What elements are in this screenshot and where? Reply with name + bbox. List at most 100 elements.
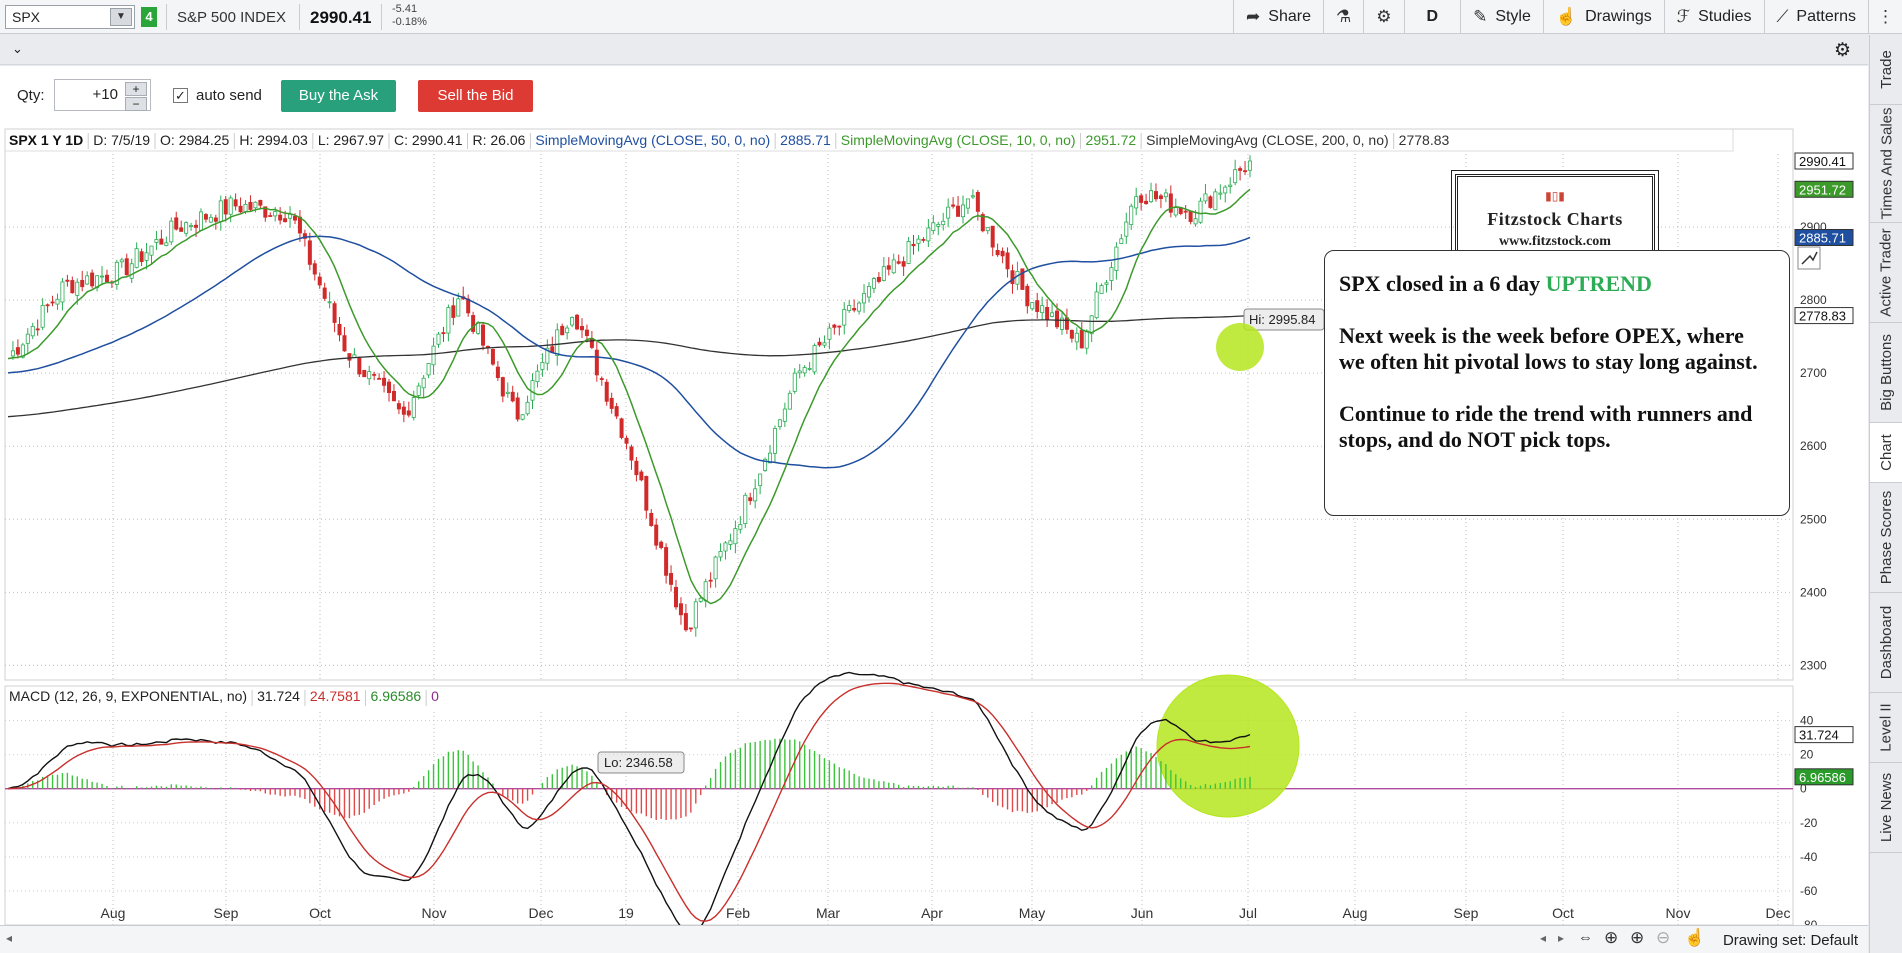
zoom-in-icon[interactable]: ⊕ (1630, 928, 1645, 947)
candle-body (936, 224, 941, 227)
autosend-checkbox[interactable]: ✓ (173, 88, 188, 103)
qty-decrement-button[interactable]: − (125, 97, 147, 111)
drawing-set-label[interactable]: Drawing set: Default (1722, 932, 1858, 949)
candle-body (1153, 191, 1158, 200)
price-tick-label: 2500 (1800, 512, 1827, 526)
sell-bid-button[interactable]: Sell the Bid (418, 80, 533, 112)
rail-tab-trade[interactable]: Trade (1870, 35, 1902, 105)
candle-body (674, 586, 679, 608)
time-tick-label: Sep (1454, 905, 1479, 921)
link-group-badge[interactable]: 4 (141, 7, 157, 27)
candle-body (20, 344, 25, 358)
header-field: C: 2990.41 (394, 132, 463, 148)
candle-body (30, 325, 35, 337)
candle-body (599, 378, 604, 380)
chevron-down-icon[interactable]: ▼ (110, 8, 132, 26)
studies-button[interactable]: ℱ Studies (1663, 0, 1764, 34)
zoom-out-icon[interactable]: ⊖ (1656, 928, 1671, 947)
symbol-input[interactable]: SPX ▼ (5, 5, 135, 29)
candle-body (555, 329, 560, 356)
candle-body (609, 397, 614, 409)
candle-body (748, 497, 753, 502)
rail-tab-label: Level II (1878, 703, 1895, 752)
macd-tick-label: 20 (1800, 748, 1814, 762)
candle-body (174, 217, 179, 230)
scroll-left-icon-2[interactable]: ◂ (1540, 931, 1547, 945)
drawings-button[interactable]: ☝ Drawings (1542, 0, 1664, 34)
candle-body (956, 205, 961, 217)
pan-hand-icon[interactable]: ☝ (1684, 928, 1706, 947)
candle-body (852, 308, 857, 311)
chart-canvas[interactable]: SPX 1 Y 1D D: 7/5/19 O: 2984.25 H: 2994.03 L… (0, 124, 1868, 925)
time-tick-label: Feb (726, 905, 750, 921)
rail-tab-level-ii[interactable]: Level II (1870, 693, 1902, 763)
candle-body (184, 222, 189, 234)
candle-body (179, 227, 184, 232)
note-box[interactable]: SPX closed in a 6 day UPTREND Next week … (1324, 250, 1790, 516)
style-button[interactable]: ✎ Style (1460, 0, 1543, 34)
crosshair-icon[interactable]: ⊕ (1604, 928, 1619, 947)
price-highlight-circle (1216, 323, 1264, 371)
price-tags: 2990.41 2951.72 2885.71 2778.83 (1794, 152, 1854, 325)
time-tick-label: Jun (1131, 905, 1154, 921)
candle-body (1149, 190, 1154, 203)
rail-tab-dashboard[interactable]: Dashboard (1870, 593, 1902, 693)
header-field: 2951.72 (1086, 132, 1137, 148)
candle-body (268, 215, 273, 217)
expand-icon[interactable]: ⇔ (1578, 929, 1593, 946)
candle-body (362, 369, 367, 378)
candle-body (1040, 305, 1045, 314)
settings-button[interactable]: ⚙ (1363, 0, 1403, 34)
candle-body (1168, 193, 1173, 213)
candle-body (1015, 270, 1020, 285)
macd-tick-label: 0 (1800, 782, 1807, 796)
qty-label: Qty: (17, 87, 45, 104)
rail-tab-phase-scores[interactable]: Phase Scores (1870, 483, 1902, 593)
scroll-right-icon[interactable]: ▸ (1558, 931, 1565, 945)
candle-body (995, 250, 1000, 256)
rail-tab-big-buttons[interactable]: Big Buttons (1870, 323, 1902, 423)
header-field: 2778.83 (1399, 132, 1450, 148)
rail-tab-chart[interactable]: Chart (1870, 423, 1902, 483)
scroll-left-icon[interactable]: ◂ (6, 931, 13, 945)
price-header: SPX 1 Y 1D D: 7/5/19 O: 2984.25 H: 2994.03 L… (9, 132, 1449, 149)
candle-body (575, 314, 580, 330)
candle-body (50, 301, 55, 304)
candle-body (238, 205, 243, 213)
buy-ask-button[interactable]: Buy the Ask (281, 80, 396, 112)
candle-body (1223, 186, 1228, 194)
symbol-value: SPX (12, 9, 41, 25)
more-menu-button[interactable]: ⋮ (1868, 0, 1902, 34)
candle-body (104, 274, 109, 282)
price-tick-label: 2800 (1800, 293, 1827, 307)
share-button[interactable]: ➦ Share (1233, 0, 1323, 34)
macd-tags: 31.724 6.96586 (1794, 726, 1854, 786)
candle-body (693, 601, 698, 629)
macd-grid (5, 720, 1793, 925)
toolbar-tools: ➦ Share ⚗ ⚙ D ✎ Style ☝ Drawings ℱ Studi… (1233, 0, 1902, 34)
collapse-chevron-icon[interactable]: ⌄ (12, 41, 23, 56)
candle-body (243, 203, 248, 213)
time-tick-label: Nov (1666, 905, 1691, 921)
candle-body (1134, 196, 1139, 209)
style-icon: ✎ (1473, 7, 1488, 26)
flask-button[interactable]: ⚗ (1323, 0, 1363, 34)
rail-tab-live-news[interactable]: Live News (1870, 763, 1902, 853)
aggregation-button[interactable]: D (1403, 0, 1461, 34)
candle-body (565, 327, 570, 334)
candle-body (1099, 285, 1104, 294)
rail-tab-active-trader[interactable]: Active Trader (1870, 223, 1902, 323)
candle-body (60, 281, 65, 303)
candle-body (45, 304, 50, 307)
patterns-button[interactable]: ⟋ Patterns (1763, 0, 1869, 34)
candle-body (669, 573, 674, 585)
drawings-label: Drawings (1585, 8, 1652, 25)
candle-body (946, 206, 951, 219)
candle-body (990, 225, 995, 248)
rail-tab-times-and-sales[interactable]: Times And Sales (1870, 105, 1902, 223)
style-label: Style (1495, 8, 1531, 25)
qty-increment-button[interactable]: + (125, 82, 147, 96)
gear-icon[interactable]: ⚙ (1834, 40, 1852, 61)
rail-tab-label: Chart (1878, 434, 1895, 471)
candle-body (1109, 267, 1114, 281)
